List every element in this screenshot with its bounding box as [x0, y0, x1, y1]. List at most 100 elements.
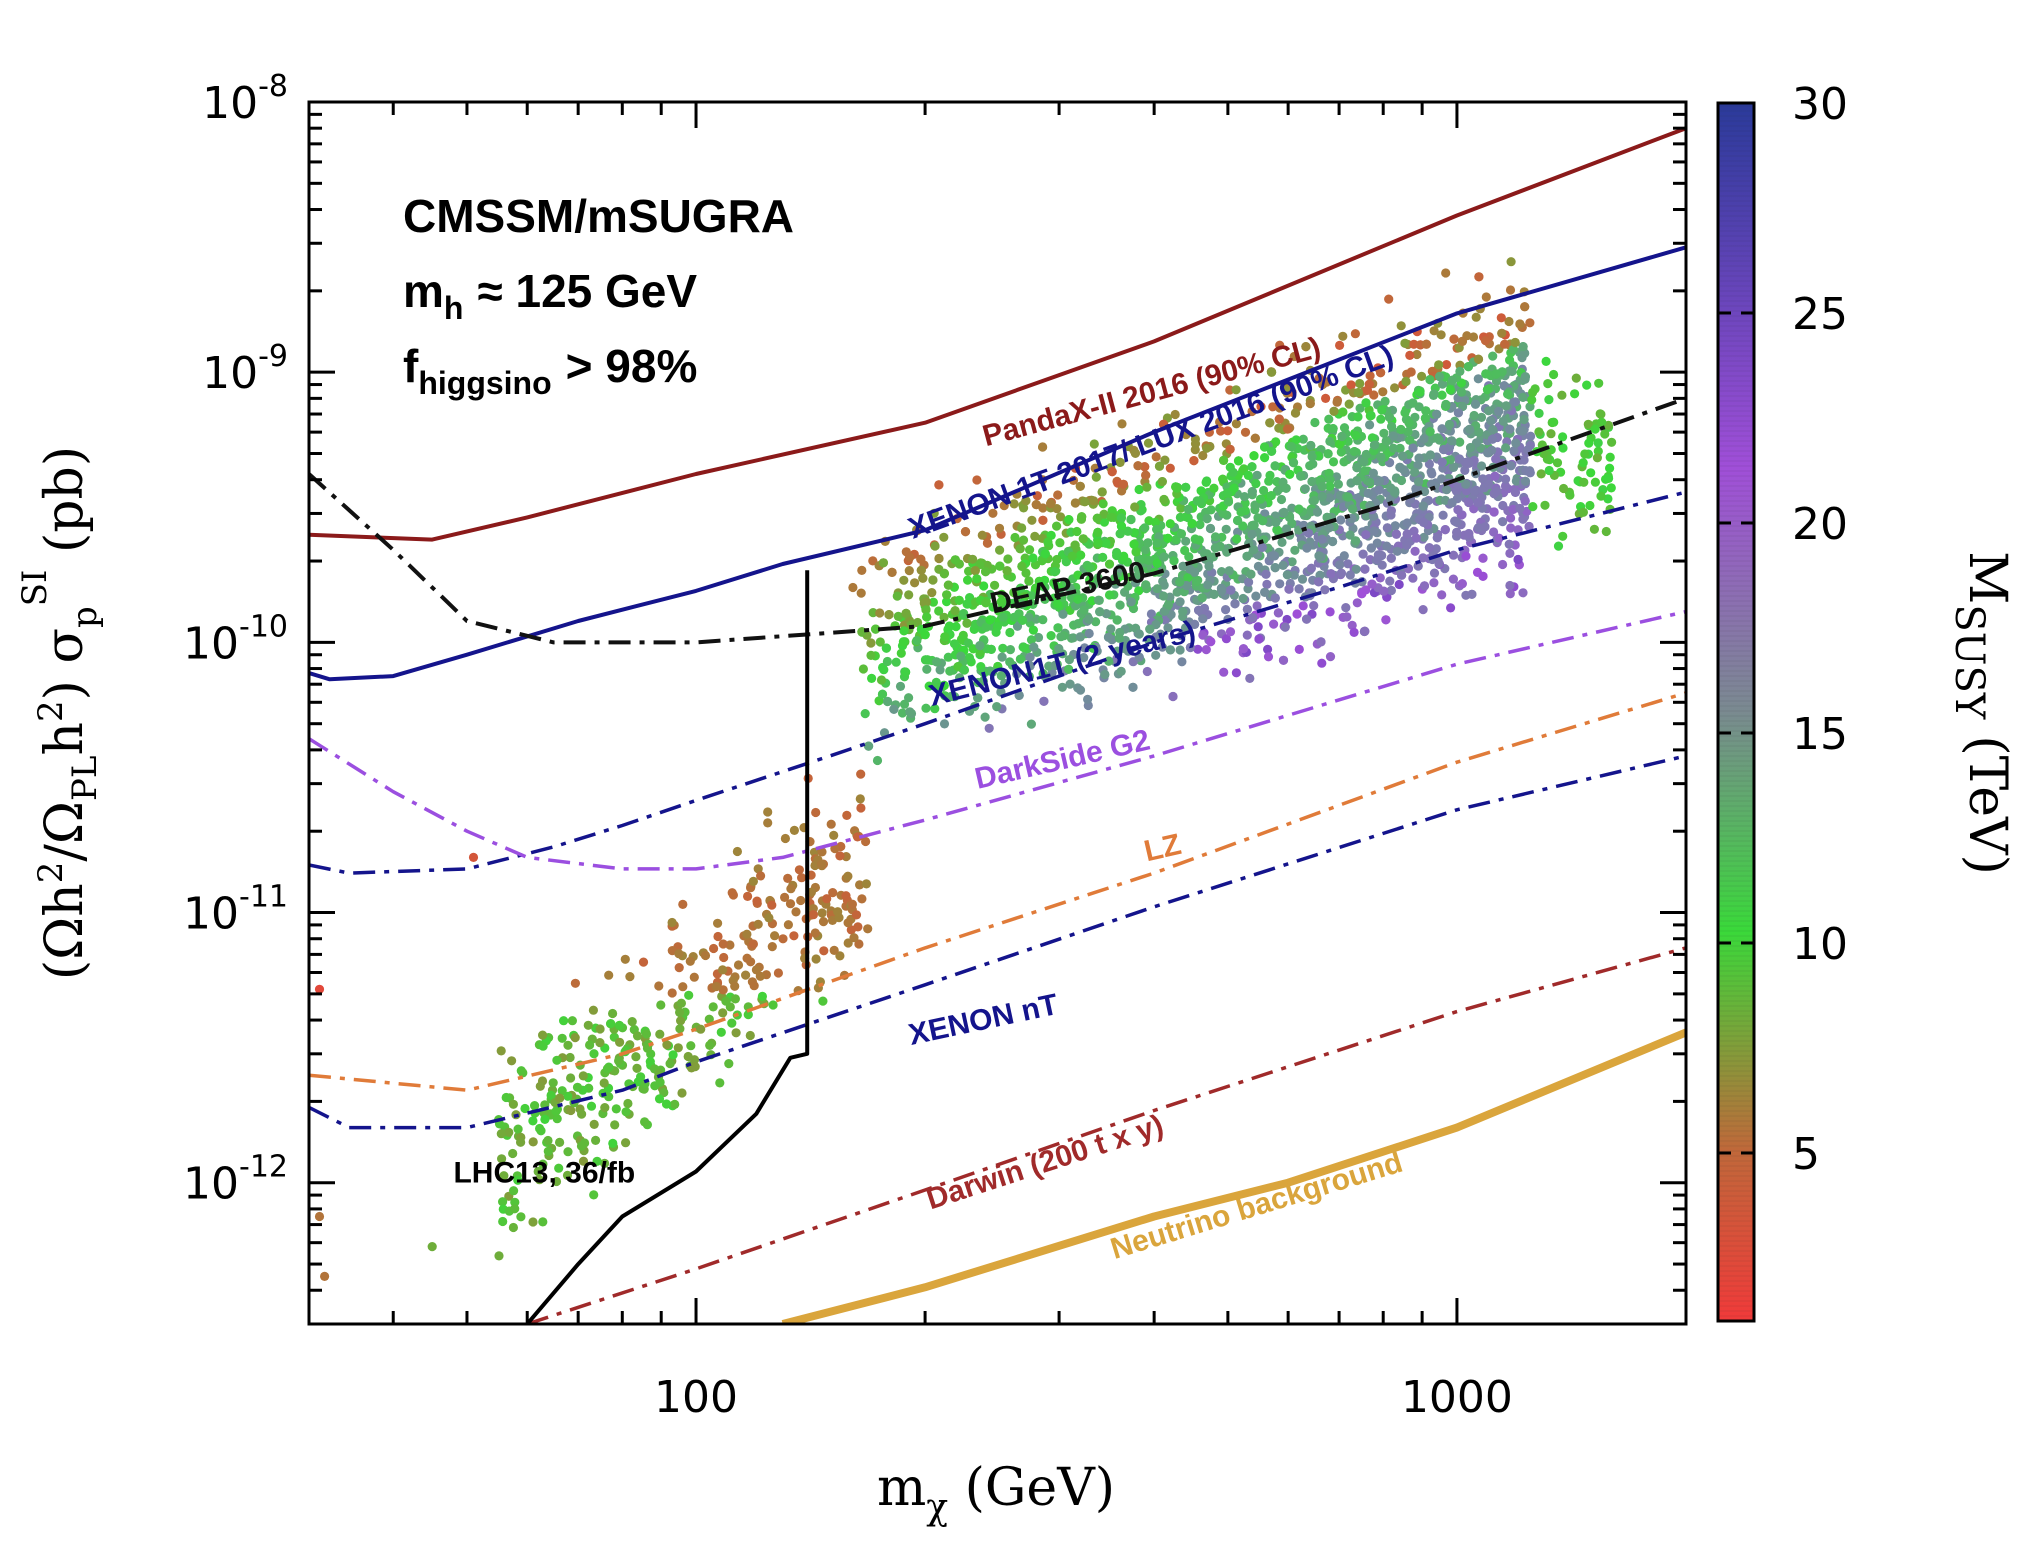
scatter-point: [1518, 392, 1528, 402]
scatter-point: [1353, 388, 1363, 398]
scatter-point: [1326, 569, 1336, 579]
scatter-point: [1305, 461, 1315, 471]
scatter-point: [1386, 585, 1396, 596]
scatter-point: [1400, 408, 1410, 418]
scatter-point: [1210, 532, 1221, 542]
scatter-point: [756, 871, 766, 881]
scatter-point: [1009, 587, 1019, 598]
scatter-point: [566, 1105, 576, 1116]
scatter-point: [1240, 427, 1251, 437]
scatter-point: [557, 1033, 567, 1043]
scatter-point: [1381, 436, 1391, 446]
scatter-point: [1365, 371, 1375, 381]
scatter-point: [998, 612, 1008, 622]
scatter-point: [980, 712, 990, 722]
scatter-point: [1245, 673, 1255, 684]
scatter-point: [1565, 490, 1575, 500]
scatter-point: [528, 1217, 538, 1227]
scatter-point: [930, 704, 940, 714]
scatter-point: [1314, 373, 1324, 383]
scatter-point: [1229, 483, 1239, 493]
scatter-point: [1183, 573, 1193, 583]
scatter-point: [1374, 485, 1384, 495]
scatter-point: [963, 575, 973, 585]
scatter-point: [1481, 369, 1491, 379]
scatter-point: [1506, 461, 1516, 471]
scatter-point: [559, 1016, 569, 1026]
scatter-point: [1374, 476, 1385, 486]
scatter-point: [1395, 462, 1405, 472]
scatter-point: [1402, 540, 1412, 550]
scatter-point: [620, 954, 630, 964]
scatter-point: [1437, 424, 1447, 434]
scatter-point: [1095, 607, 1105, 617]
scatter-point: [719, 952, 729, 963]
scatter-point: [763, 807, 773, 817]
scatter-point: [882, 656, 893, 667]
scatter-point: [1160, 615, 1170, 625]
scatter-point: [1357, 589, 1367, 599]
scatter-point: [1130, 448, 1140, 458]
scatter-point: [606, 1019, 616, 1029]
scatter-point: [877, 689, 888, 699]
scatter-point: [985, 615, 995, 625]
scatter-point: [1437, 474, 1447, 484]
scatter-point: [1195, 520, 1205, 530]
scatter-point: [949, 639, 960, 649]
scatter-point: [1369, 440, 1380, 450]
scatter-point: [1474, 272, 1484, 282]
scatter-point: [1195, 496, 1205, 506]
scatter-point: [1410, 412, 1420, 422]
scatter-point: [615, 1037, 625, 1047]
scatter-point: [567, 1016, 578, 1026]
scatter-point: [780, 833, 791, 844]
scatter-point: [1463, 362, 1473, 372]
scatter-point: [1437, 390, 1447, 400]
scatter-point: [1275, 579, 1285, 589]
scatter-point: [1335, 340, 1345, 350]
scatter-point: [555, 1093, 565, 1103]
scatter-point: [1352, 476, 1362, 486]
scatter-point: [1518, 514, 1528, 524]
info-f-value: > 98%: [566, 340, 698, 392]
scatter-point: [1401, 376, 1411, 387]
scatter-point: [930, 541, 940, 551]
scatter-point: [510, 1197, 520, 1207]
curve-label: DarkSide G2: [972, 724, 1153, 796]
scatter-point: [742, 953, 752, 963]
scatter-point: [1073, 594, 1083, 604]
scatter-point: [920, 655, 931, 665]
scatter-point: [716, 1027, 726, 1037]
scatter-point: [946, 691, 957, 702]
scatter-point: [678, 982, 688, 992]
scatter-point: [962, 618, 972, 628]
scatter-point: [1020, 591, 1030, 601]
scatter-point: [1260, 453, 1270, 463]
scatter-point: [1143, 634, 1153, 645]
scatter-point: [1503, 389, 1513, 399]
scatter-point: [1408, 398, 1418, 408]
scatter-point: [1218, 508, 1228, 518]
scatter-point: [1441, 399, 1451, 410]
scatter-point: [1183, 504, 1193, 514]
scatter-point: [1133, 461, 1143, 471]
scatter-point: [1190, 434, 1200, 444]
scatter-point: [1172, 587, 1182, 597]
scatter-point: [1221, 524, 1231, 534]
scatter-point: [855, 794, 865, 804]
scatter-point: [1030, 531, 1040, 542]
scatter-point: [1244, 577, 1254, 587]
scatter-point: [1465, 424, 1475, 434]
scatter-point: [1201, 645, 1211, 655]
scatter-point: [1152, 538, 1162, 548]
scatter-point: [1052, 504, 1062, 514]
scatter-point: [1438, 510, 1448, 520]
scatter-point: [1317, 481, 1327, 492]
scatter-point: [1216, 426, 1226, 436]
scatter-point: [684, 990, 694, 1000]
scatter-point: [1201, 477, 1211, 487]
scatter-point: [1050, 567, 1060, 577]
scatter-point: [1005, 627, 1015, 638]
curve-1: [309, 245, 1686, 682]
scatter-point: [1089, 439, 1099, 449]
